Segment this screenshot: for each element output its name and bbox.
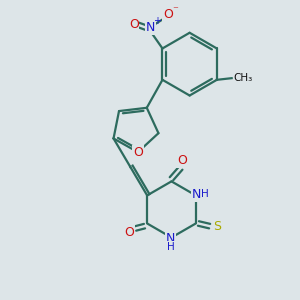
Text: O: O [129, 18, 139, 31]
Text: CH₃: CH₃ [233, 73, 252, 83]
Text: +: + [153, 16, 161, 26]
Text: S: S [214, 220, 222, 232]
Text: H: H [201, 189, 209, 199]
Text: H: H [167, 242, 175, 252]
Text: N: N [166, 232, 176, 245]
Text: N: N [146, 22, 156, 34]
Text: O: O [177, 154, 187, 167]
Text: O: O [163, 8, 173, 21]
Text: N: N [192, 188, 201, 201]
Text: O: O [124, 226, 134, 239]
Text: ⁻: ⁻ [172, 5, 178, 15]
Text: O: O [133, 146, 143, 159]
